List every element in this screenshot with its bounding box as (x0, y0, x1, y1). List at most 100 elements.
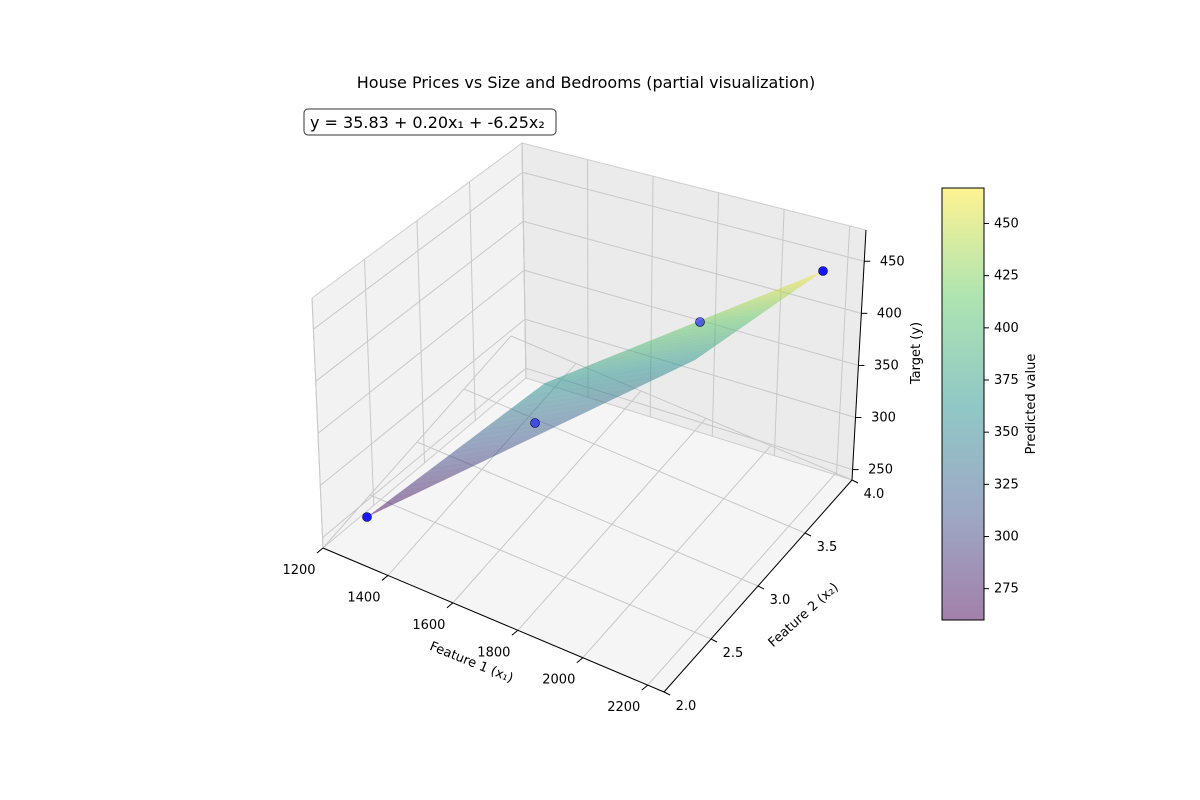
surface-strip (448, 438, 531, 456)
y-tick-label: 3.5 (817, 540, 838, 555)
surface-strip (418, 464, 477, 478)
z-tick-label: 450 (880, 254, 905, 269)
surface-strip (507, 386, 641, 411)
y-tick-mark (851, 479, 859, 484)
x-tick-label: 2000 (542, 673, 575, 688)
y-axis-label: Feature 2 (x₂) (766, 580, 842, 651)
surface-strip (493, 399, 613, 423)
surface-strip (433, 451, 504, 467)
x-tick-label: 1800 (477, 645, 510, 660)
equation-box: y = 35.83 + 0.20x₁ + -6.25x₂ (303, 108, 557, 136)
colorbar-tick-label: 350 (994, 425, 1019, 440)
surface-strip (381, 497, 408, 506)
grid-line (835, 225, 851, 476)
grid-line (319, 318, 526, 486)
grid-line (315, 220, 524, 382)
surface-strip (788, 278, 813, 285)
surface-strip (765, 285, 802, 295)
grid-line (313, 171, 523, 330)
z-axis-label: Target (y) (909, 322, 924, 385)
colorbar-tick-label: 300 (994, 530, 1019, 545)
grid-line (522, 171, 865, 262)
y-tick-mark (804, 532, 812, 537)
x-tick-labels: 1200 1400 1600 1800 2000 2200 (282, 547, 649, 715)
grid-line (587, 159, 589, 398)
x-tick-mark (641, 684, 649, 691)
surface-strip (730, 296, 786, 309)
grid-line (322, 367, 527, 538)
surface-strip (811, 271, 823, 276)
surface-strip (776, 282, 807, 290)
y-tick-label: 3.0 (770, 593, 791, 608)
colorbar-tick-label: 325 (994, 477, 1019, 492)
grid-line (364, 259, 375, 506)
surface-strip (591, 341, 722, 365)
x-tick-mark (576, 657, 584, 664)
colorbar: 275 300 325 350 375 400 425 450 Predicted value (941, 187, 1039, 621)
colorbar-tick-label: 425 (994, 269, 1019, 284)
axes-panes (311, 142, 867, 693)
surface-strip (530, 366, 682, 395)
y-tick-mark (710, 638, 718, 643)
surface-strip (718, 300, 781, 313)
data-point (530, 418, 540, 428)
z-tick-label: 250 (868, 463, 893, 478)
grid-line (369, 494, 712, 640)
grid-line (469, 181, 476, 421)
grid-line (773, 209, 785, 456)
colorbar-tick-label: 375 (994, 373, 1019, 388)
surface-strip (456, 431, 545, 450)
surface-strip (515, 379, 654, 406)
x-tick-label: 1600 (412, 618, 445, 633)
colorbar-tick-label: 400 (994, 321, 1019, 336)
surface-strip (672, 315, 759, 332)
grid-line (523, 220, 862, 314)
colorbar-gradient (942, 188, 984, 620)
grid-line (317, 269, 525, 434)
grid-line (416, 220, 425, 464)
z-tick-label: 300 (871, 411, 896, 426)
surface-strip (396, 484, 436, 495)
surface-strip (426, 458, 490, 473)
surface-strip (404, 477, 449, 490)
data-point (818, 266, 828, 276)
surface-strip (741, 293, 791, 304)
z-axis-line (851, 229, 867, 481)
surface-strip (579, 345, 717, 369)
surface-strip (411, 471, 463, 484)
x-tick-mark (316, 547, 324, 554)
z-tick-labels: 250 300 350 400 450 (852, 254, 905, 478)
z-axis: 250 300 350 400 450 Target (y) (851, 229, 924, 481)
x-tick-label: 1200 (282, 563, 315, 578)
y-tick-mark (663, 691, 671, 696)
surface-strip (707, 304, 775, 318)
x-tick-mark (381, 575, 389, 581)
y-tick-mark (757, 585, 765, 590)
x-axis-line (322, 547, 665, 693)
surface-strip (799, 274, 818, 281)
data-point (362, 512, 372, 522)
surface-strip (660, 319, 754, 337)
x-tick-mark (511, 629, 519, 636)
surface-strip (545, 356, 701, 383)
surface-strip (463, 425, 559, 445)
surface-strip (626, 330, 738, 351)
surface-strip (649, 322, 749, 341)
z-tick-label: 350 (874, 358, 899, 373)
x-tick-label: 2200 (607, 700, 640, 715)
colorbar-ticks: 275 300 325 350 375 400 425 450 (984, 216, 1019, 597)
regression-surface (367, 271, 823, 517)
x-tick-label: 1400 (347, 590, 380, 605)
colorbar-frame (941, 187, 985, 621)
equation-text: y = 35.83 + 0.20x₁ + -6.25x₂ (310, 113, 545, 132)
grid-line (521, 142, 527, 379)
surface-strip (374, 503, 395, 512)
surface-strip (537, 360, 695, 389)
colorbar-tick-label: 450 (994, 216, 1019, 231)
y-tick-label: 2.5 (723, 646, 744, 661)
y-tick-label: 4.0 (864, 487, 885, 502)
grid-line (510, 335, 853, 481)
surface-strip (500, 392, 627, 417)
grid-line (524, 269, 859, 366)
